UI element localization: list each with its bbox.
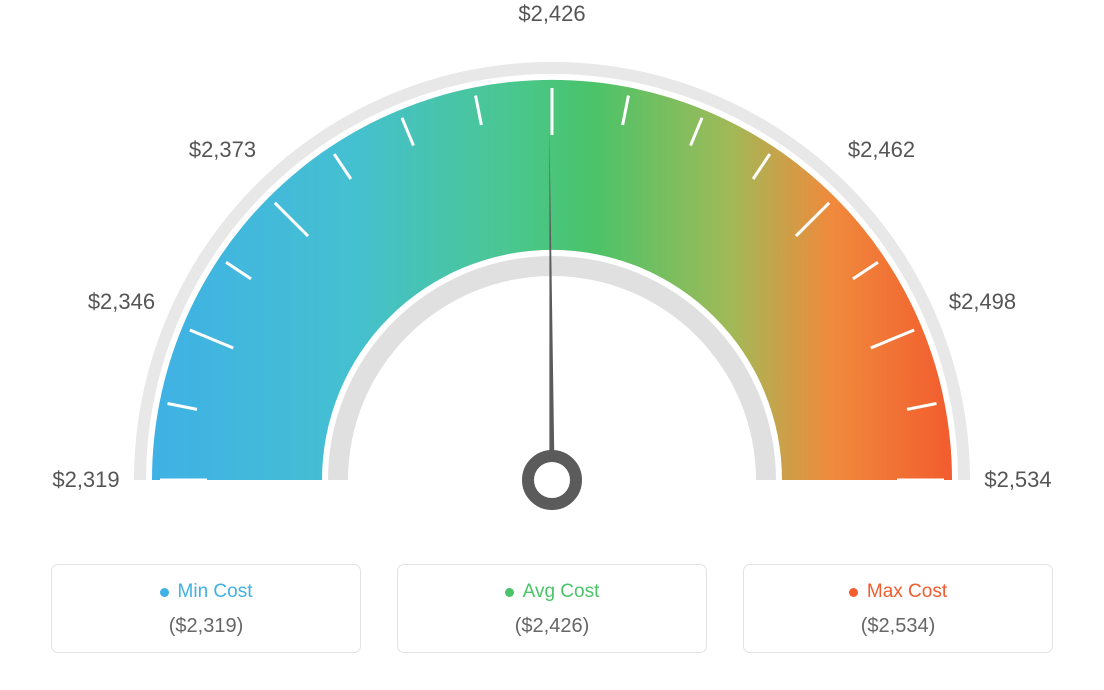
legend-dot-min: [160, 588, 169, 597]
legend-dot-avg: [505, 588, 514, 597]
legend-value-avg: ($2,426): [416, 615, 688, 638]
legend-title-max: Max Cost: [849, 581, 947, 603]
legend-title-min: Min Cost: [160, 581, 253, 603]
legend-row: Min Cost ($2,319) Avg Cost ($2,426) Max …: [0, 564, 1104, 653]
gauge-tick-label: $2,498: [949, 289, 1016, 315]
legend-title-avg: Avg Cost: [505, 581, 600, 603]
legend-value-max: ($2,534): [762, 615, 1034, 638]
legend-card-min: Min Cost ($2,319): [51, 564, 361, 653]
gauge-tick-label: $2,534: [984, 467, 1051, 493]
gauge-svg: [0, 0, 1104, 560]
legend-dot-max: [849, 588, 858, 597]
gauge-container: $2,319 $2,346 $2,373 $2,426 $2,462 $2,498 $2,5…: [0, 0, 1104, 560]
legend-card-max: Max Cost ($2,534): [743, 564, 1053, 653]
legend-label-max: Max Cost: [867, 581, 947, 603]
gauge-tick-label: $2,426: [518, 1, 585, 27]
legend-label-avg: Avg Cost: [523, 581, 600, 603]
legend-label-min: Min Cost: [178, 581, 253, 603]
legend-value-min: ($2,319): [70, 615, 342, 638]
gauge-tick-label: $2,319: [52, 467, 119, 493]
gauge-tick-label: $2,462: [848, 137, 915, 163]
legend-card-avg: Avg Cost ($2,426): [397, 564, 707, 653]
gauge-tick-label: $2,346: [88, 289, 155, 315]
gauge-tick-label: $2,373: [189, 137, 256, 163]
